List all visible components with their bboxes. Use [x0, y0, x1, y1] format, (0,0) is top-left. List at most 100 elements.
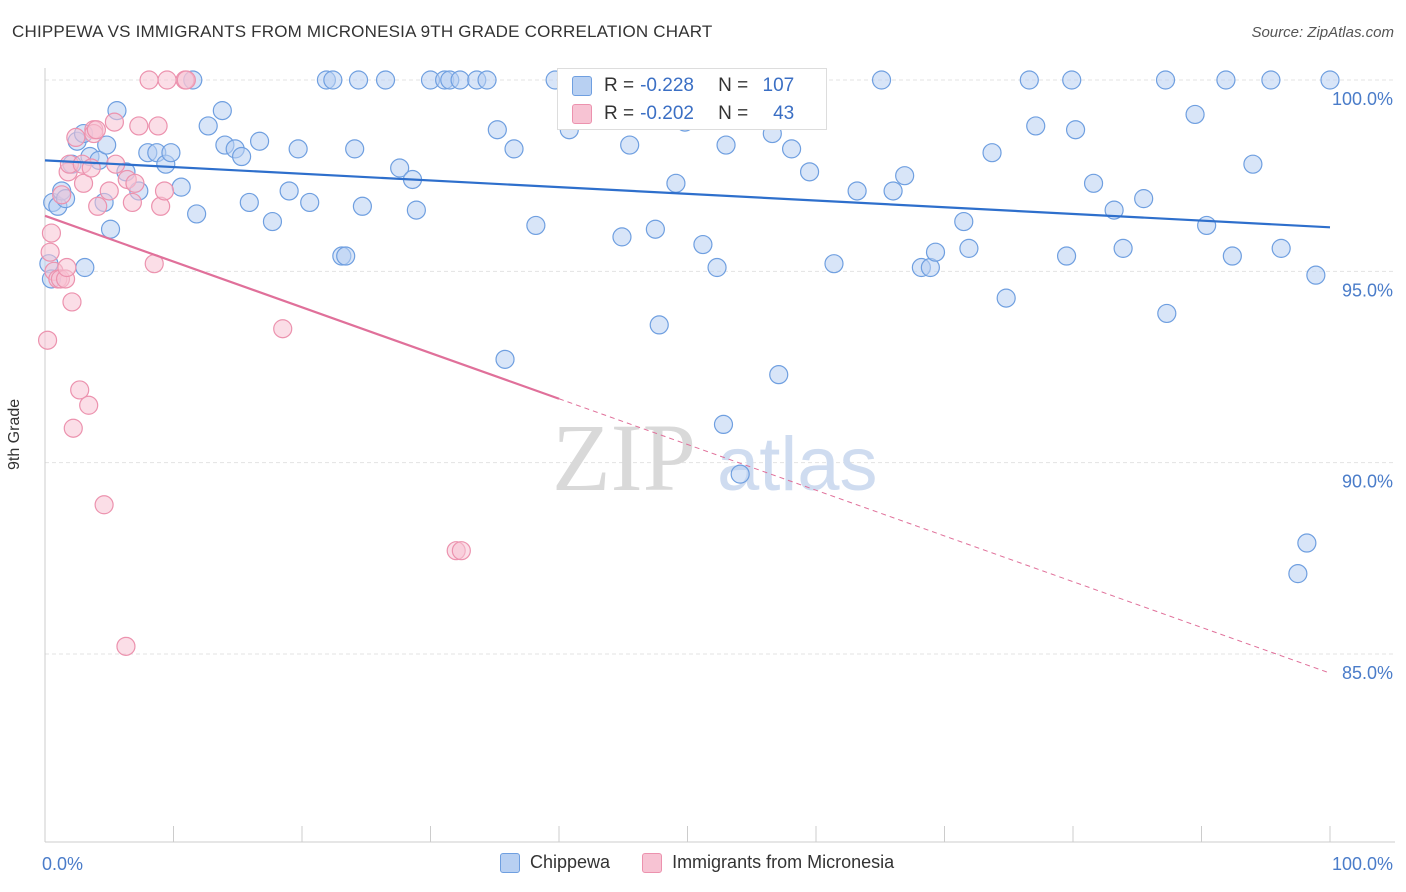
points-s1-point-37 — [323, 70, 343, 90]
points-s1-point-60 — [612, 227, 632, 247]
points-s1-point-54 — [495, 349, 515, 369]
points-s2-point-32 — [139, 70, 159, 90]
stats-swatch-chippewa — [572, 76, 592, 96]
points-s1-point-86 — [996, 288, 1016, 308]
points-s2-point-21 — [86, 120, 107, 140]
series-micronesia-points — [37, 70, 471, 656]
points-s1-point-104 — [1271, 238, 1291, 258]
points-s1-point-77 — [871, 70, 892, 90]
points-s1-point-13 — [97, 135, 117, 155]
grid-lines — [45, 79, 1395, 655]
points-s1-point-91 — [1065, 120, 1086, 140]
legend-label-chippewa: Chippewa — [530, 852, 611, 872]
points-s1-point-85 — [982, 143, 1002, 163]
points-s2-point-34 — [148, 116, 168, 136]
points-s1-point-87 — [1019, 70, 1039, 90]
stats-n-value-micronesia: 43 — [773, 103, 795, 124]
points-s1-point-106 — [1297, 533, 1317, 553]
x-tick-label-0: 0.0% — [42, 854, 83, 874]
points-s1-point-101 — [1222, 246, 1242, 266]
stats-row-chippewa: R = -0.228 N = 107 — [572, 75, 794, 97]
points-s2-point-23 — [94, 495, 114, 515]
points-s1-point-35 — [300, 192, 320, 213]
points-s1-point-31 — [249, 131, 270, 151]
points-s1-point-68 — [713, 414, 734, 434]
points-s1-point-33 — [279, 181, 299, 201]
points-s1-point-50 — [450, 70, 470, 90]
points-s1-point-32 — [262, 211, 283, 232]
points-s2-point-30 — [125, 173, 145, 193]
points-s2-point-14 — [70, 380, 90, 400]
trend-line-micronesia-dashed — [558, 398, 1331, 674]
bottom-legend: Chippewa Immigrants from Micronesia — [500, 852, 926, 873]
points-s2-point-27 — [116, 636, 136, 656]
points-s1-point-64 — [666, 173, 686, 193]
points-s1-point-66 — [693, 234, 713, 255]
stats-r-value-micronesia: -0.202 — [640, 103, 694, 124]
points-s1-point-26 — [212, 101, 232, 121]
points-s1-point-94 — [1113, 238, 1133, 258]
points-s1-point-14 — [100, 219, 121, 239]
y-tick-label-2: 95.0% — [1342, 280, 1393, 300]
points-s1-point-61 — [620, 135, 640, 155]
points-s1-point-9 — [75, 257, 95, 278]
points-s2-point-25 — [104, 112, 124, 132]
points-s1-point-76 — [847, 181, 867, 201]
points-s1-point-56 — [526, 215, 546, 236]
points-s2-point-36 — [154, 181, 175, 201]
y-tick-label-1: 90.0% — [1342, 472, 1393, 492]
source-label: Source: ZipAtlas.com — [1251, 24, 1394, 41]
trend-line-chippewa — [44, 159, 1331, 229]
points-s1-point-95 — [1134, 189, 1154, 209]
points-s1-point-55 — [504, 139, 524, 159]
points-s1-point-52 — [477, 70, 497, 90]
points-s1-point-25 — [198, 116, 218, 136]
stats-n-value-chippewa: 107 — [762, 75, 795, 96]
legend-swatch-chippewa — [500, 852, 520, 873]
points-s2-point-13 — [66, 127, 86, 147]
points-s1-point-74 — [799, 162, 820, 182]
x-tick-label-1: 100.0% — [1332, 854, 1393, 874]
points-s1-point-88 — [1026, 116, 1046, 136]
tick-labels: 85.0% 90.0% 95.0% 100.0% 0.0% 100.0% — [42, 89, 1393, 874]
points-s1-point-41 — [348, 70, 369, 90]
stats-r-value-chippewa: -0.228 — [640, 75, 694, 96]
legend-item-micronesia[interactable]: Immigrants from Micronesia — [642, 852, 894, 873]
points-s2-point-0 — [37, 330, 58, 350]
stats-n-label: N = — [718, 75, 749, 96]
points-s1-point-92 — [1083, 173, 1104, 193]
points-s1-point-75 — [824, 254, 844, 274]
points-s1-point-22 — [171, 177, 191, 197]
points-s2-point-29 — [122, 192, 142, 213]
points-s1-point-72 — [769, 365, 789, 385]
points-s1-point-43 — [375, 70, 396, 90]
legend-item-chippewa[interactable]: Chippewa — [500, 852, 610, 873]
stats-row-micronesia: R = -0.202 N = 43 — [572, 103, 794, 125]
points-s1-point-44 — [390, 158, 410, 178]
points-s1-point-82 — [925, 242, 946, 262]
points-s1-point-93 — [1104, 200, 1124, 220]
watermark-atlas: atlas — [717, 422, 878, 507]
points-s2-point-22 — [88, 196, 108, 216]
points-s2-point-11 — [62, 292, 82, 312]
points-s1-point-97 — [1157, 303, 1177, 324]
points-s2-point-42 — [451, 541, 471, 561]
stats-r-label: R = — [604, 103, 635, 124]
points-s1-point-62 — [645, 219, 665, 239]
points-s1-point-83 — [954, 211, 974, 232]
watermark-zip: ZIP — [552, 404, 696, 511]
points-s1-point-102 — [1243, 154, 1263, 174]
points-s1-point-78 — [883, 181, 903, 201]
points-s1-point-21 — [161, 143, 181, 163]
points-s1-point-89 — [1056, 246, 1077, 266]
points-s2-point-40 — [273, 319, 293, 339]
points-s1-point-105 — [1288, 564, 1308, 584]
points-s1-point-39 — [336, 246, 356, 266]
points-s1-point-100 — [1216, 70, 1236, 90]
points-s2-point-24 — [99, 181, 119, 201]
y-tick-label-0: 85.0% — [1342, 663, 1393, 683]
points-s1-point-70 — [730, 464, 750, 484]
points-s1-point-69 — [716, 135, 736, 155]
points-s2-point-2 — [41, 223, 62, 243]
